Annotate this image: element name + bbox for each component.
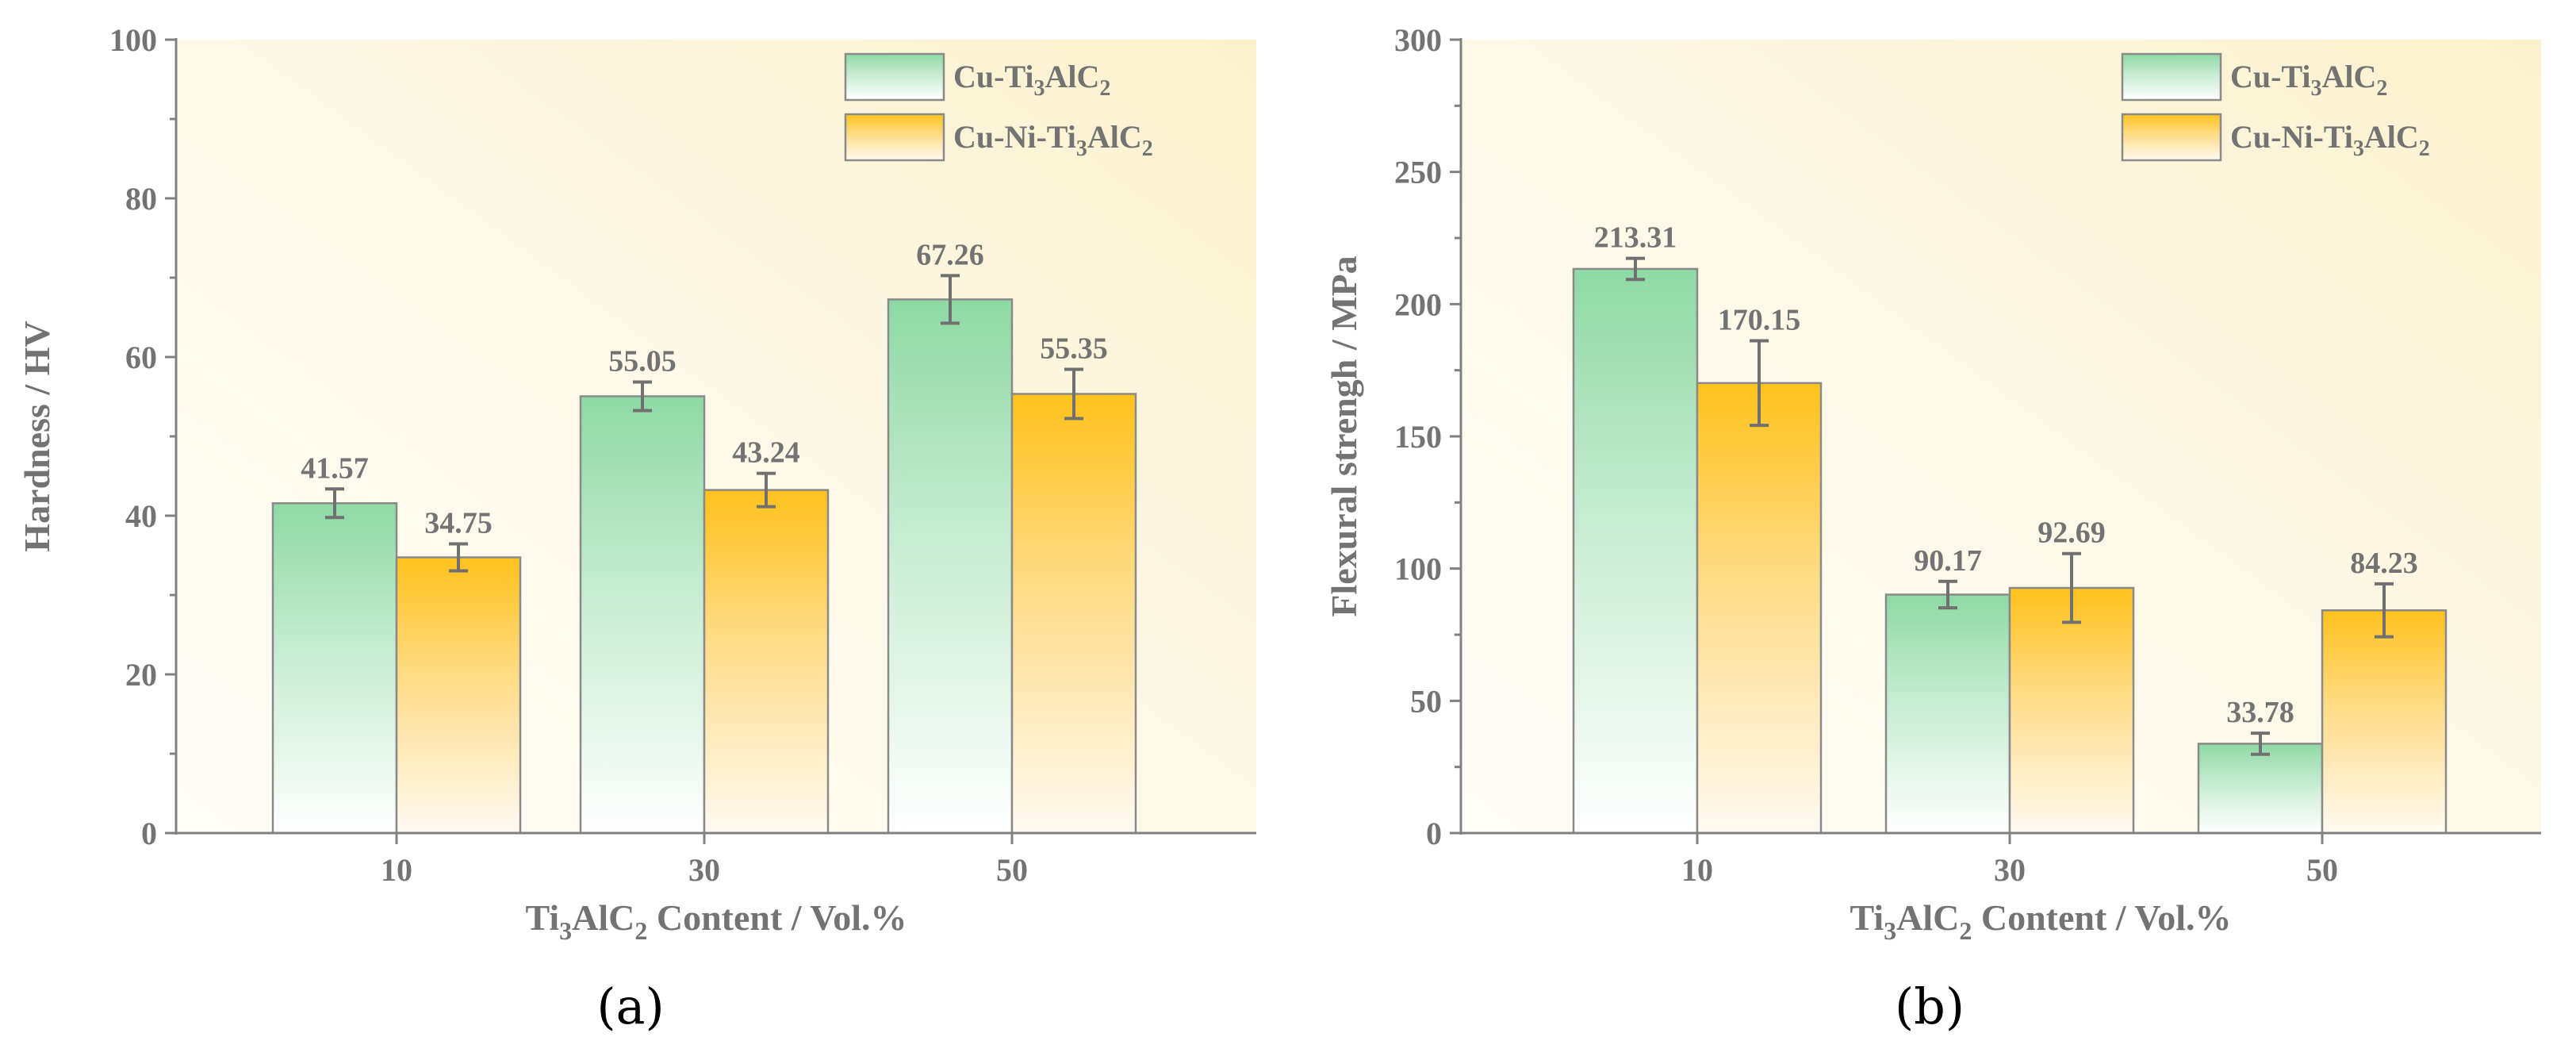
data-label-orange-30-b: 92.69	[2037, 516, 2106, 550]
y-tick-label-a: 40	[125, 498, 157, 534]
y-tick-label-a: 0	[141, 816, 157, 851]
legend-swatch-green-a	[844, 52, 945, 102]
x-tick-label-b: 10	[1681, 852, 1713, 888]
data-label-orange-10-a: 34.75	[424, 507, 493, 540]
bar-green-50-a	[887, 298, 1014, 835]
data-label-green-50-b: 33.78	[2226, 696, 2294, 729]
data-label-green-10-a: 41.57	[301, 451, 369, 485]
x-tick-label-a: 50	[996, 852, 1028, 888]
x-ticks-a: 10 30 50	[381, 833, 1028, 888]
data-label-green-30-b: 90.17	[1914, 544, 1982, 578]
x-axis-title-b: Ti3AlC2 Content / Vol.%	[1850, 897, 2231, 945]
panel-b: 213.31 170.15 90.17 92.69 33.78 84.23 0 50 100 1…	[1324, 22, 2541, 1035]
x-tick-label-a: 30	[688, 852, 720, 888]
legend-label-2-a: Cu-Ni-Ti3AlC2	[953, 119, 1153, 161]
bar-orange-50-a	[1010, 393, 1137, 835]
y-axis-title-b: Flexural strengh / MPa	[1324, 255, 1364, 616]
y-ticks-b: 0 50 100 150 200 250 300	[1394, 22, 1461, 851]
bar-orange-10-b	[1696, 382, 1823, 835]
bar-orange-30-a	[703, 489, 830, 835]
x-axis-title-a: Ti3AlC2 Content / Vol.%	[525, 897, 907, 945]
y-tick-label-a: 80	[125, 181, 157, 217]
marks-b: 213.31 170.15 90.17 92.69 33.78 84.23	[1572, 221, 2448, 835]
panel-label-b: (b)	[1895, 977, 1965, 1035]
y-tick-label-b: 300	[1394, 22, 1442, 58]
y-ticks-a: 0 20 40 60 80 100	[109, 22, 176, 851]
bar-orange-50-b	[2321, 609, 2448, 835]
legend-swatch-orange-a	[844, 113, 945, 162]
bar-orange-10-a	[395, 556, 522, 835]
data-label-green-50-a: 67.26	[916, 238, 984, 271]
legend-swatch-green-b	[2121, 52, 2222, 102]
panel-label-a: (a)	[596, 977, 664, 1035]
y-tick-label-a: 60	[125, 340, 157, 375]
x-tick-label-b: 30	[1994, 852, 2026, 888]
bar-green-50-b	[2197, 743, 2324, 835]
y-axis-title-a: Hardness / HV	[17, 321, 57, 551]
data-label-orange-10-b: 170.15	[1718, 304, 1801, 337]
data-label-orange-50-b: 84.23	[2350, 547, 2418, 580]
data-label-orange-30-a: 43.24	[732, 436, 800, 470]
panel-a: 41.57 34.75 55.05 43.24 67.26 55.35 0 20 40 60 80…	[17, 22, 1256, 1035]
bar-green-30-a	[579, 395, 706, 835]
bar-orange-30-b	[2008, 586, 2135, 835]
y-tick-label-b: 0	[1426, 816, 1442, 851]
bar-green-10-a	[271, 502, 398, 835]
marks-a: 41.57 34.75 55.05 43.24 67.26 55.35	[271, 238, 1137, 835]
y-tick-label-b: 150	[1394, 419, 1442, 455]
legend-swatch-orange-b	[2121, 113, 2222, 162]
legend-label-1-a: Cu-Ti3AlC2	[953, 59, 1110, 101]
legend-a: Cu-Ti3AlC2 Cu-Ni-Ti3AlC2	[844, 52, 1153, 162]
y-tick-label-b: 250	[1394, 155, 1442, 190]
bar-green-10-b	[1572, 267, 1699, 835]
y-tick-label-a: 100	[109, 22, 157, 58]
data-label-orange-50-a: 55.35	[1040, 332, 1108, 366]
data-label-green-10-b: 213.31	[1594, 221, 1677, 255]
y-tick-label-b: 100	[1394, 551, 1442, 587]
y-tick-label-a: 20	[125, 657, 157, 693]
x-tick-label-b: 50	[2306, 852, 2338, 888]
bar-green-30-b	[1884, 593, 2011, 835]
y-tick-label-b: 50	[1410, 683, 1442, 719]
y-tick-label-b: 200	[1394, 286, 1442, 322]
x-ticks-b: 10 30 50	[1681, 833, 2338, 888]
legend-label-2-b: Cu-Ni-Ti3AlC2	[2230, 119, 2430, 161]
data-label-green-30-a: 55.05	[608, 345, 677, 378]
legend-label-1-b: Cu-Ti3AlC2	[2230, 59, 2387, 101]
legend-b: Cu-Ti3AlC2 Cu-Ni-Ti3AlC2	[2121, 52, 2430, 162]
x-tick-label-a: 10	[381, 852, 412, 888]
